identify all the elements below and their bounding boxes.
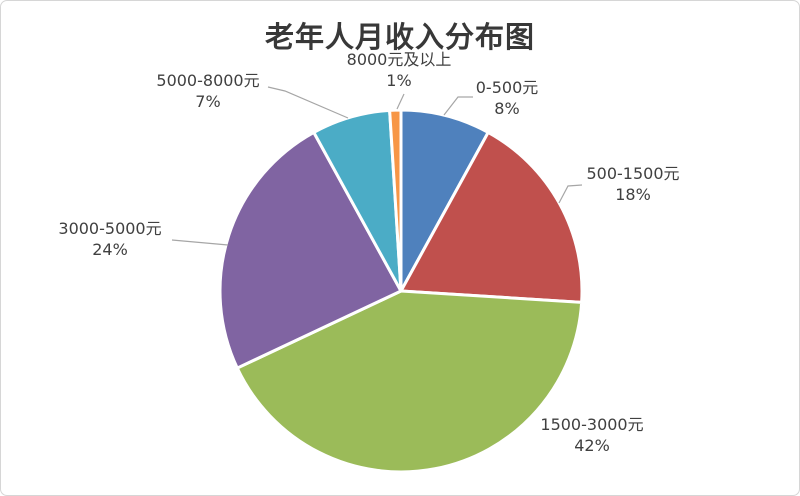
leader-line-500-1500 <box>558 184 583 204</box>
leader-line-5000-8000 <box>267 86 349 119</box>
pie-slices-group <box>218 108 584 474</box>
pie-slice-8000-plus <box>388 108 403 293</box>
pie-slice-0-500 <box>399 108 490 293</box>
slice-label-text: 1500-3000元 <box>540 415 644 434</box>
slice-percent-text: 7% <box>195 92 221 111</box>
slice-label-5000-8000: 5000-8000元 7% <box>156 70 259 112</box>
slice-label-text: 5000-8000元 <box>156 71 260 90</box>
slice-label-text: 0-500元 <box>475 78 539 97</box>
chart-title: 老年人月收入分布图 <box>264 20 535 54</box>
slice-percent-text: 42% <box>574 436 610 455</box>
leader-line-0-500 <box>443 96 473 116</box>
slice-percent-text: 18% <box>615 185 651 204</box>
slice-percent-text: 24% <box>92 240 128 259</box>
slice-percent-text: 1% <box>386 71 412 90</box>
leader-line-8000-plus <box>396 93 405 110</box>
pie-slice-3000-5000 <box>218 130 403 370</box>
slice-label-text: 3000-5000元 <box>58 219 162 238</box>
slice-label-3000-5000: 3000-5000元 24% <box>58 218 161 260</box>
slice-label-500-1500: 500-1500元 18% <box>586 163 679 205</box>
slice-label-8000-plus: 8000元及以上 1% <box>347 49 452 91</box>
leader-lines-group <box>171 86 583 246</box>
slice-percent-text: 8% <box>494 99 520 118</box>
slice-label-text: 500-1500元 <box>586 164 680 183</box>
pie-slice-500-1500 <box>399 130 584 304</box>
slice-label-1500-3000: 1500-3000元 42% <box>540 414 643 456</box>
leader-line-3000-5000 <box>171 239 229 246</box>
slice-label-text: 8000元及以上 <box>346 50 452 69</box>
pie-slice-1500-3000 <box>235 289 584 474</box>
slice-label-0-500: 0-500元 8% <box>476 77 539 119</box>
